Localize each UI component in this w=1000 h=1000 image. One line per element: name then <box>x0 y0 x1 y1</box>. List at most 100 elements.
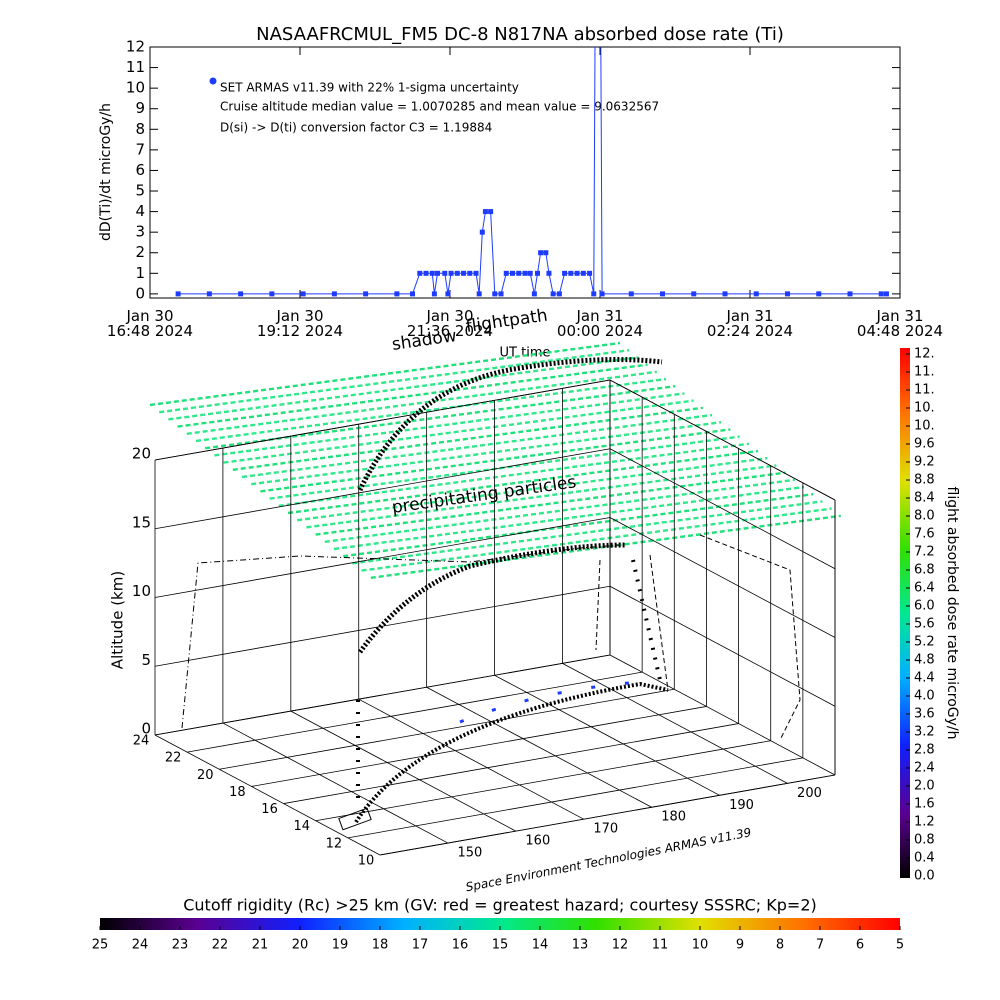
point <box>331 291 337 297</box>
top-track <box>357 357 663 492</box>
shadow-path <box>181 544 621 729</box>
plot-frame <box>149 46 901 299</box>
colorbar-tick-label: 19 <box>332 938 349 953</box>
mid-track <box>357 542 626 654</box>
grid-line <box>187 671 643 753</box>
point <box>467 270 473 276</box>
colorbar-tick-label: 12. <box>914 347 935 362</box>
y-tick-label: 20 <box>197 768 214 783</box>
colorbar-tick-label: 12 <box>612 938 629 953</box>
y-tick-label: 12 <box>326 836 343 851</box>
y-tick-label: 10 <box>126 79 145 97</box>
grid-3d <box>154 379 836 856</box>
x-tick-label: 200 <box>797 786 822 801</box>
point <box>431 291 437 297</box>
x-tick-label: 190 <box>729 798 754 813</box>
particle-row <box>177 363 648 428</box>
legend-label: SET ARMAS v11.39 with 22% 1-sigma uncert… <box>220 81 519 95</box>
z-axis-label: Altitude (km) <box>109 571 127 669</box>
grid-line <box>494 674 720 796</box>
colorbar-tick-label: 9.6 <box>914 437 935 452</box>
z-tick-label: 0 <box>141 720 151 738</box>
grid-line <box>426 686 652 808</box>
particle-row <box>278 442 749 507</box>
particle-row <box>306 464 777 529</box>
colorbar-tick-label: 6.8 <box>914 563 935 578</box>
particle-row <box>324 478 795 543</box>
particle-row <box>315 471 786 536</box>
point <box>538 250 544 256</box>
point <box>568 270 574 276</box>
colorbar-tick-label: 1.6 <box>914 797 935 812</box>
x-tick-label: 180 <box>661 810 686 825</box>
y-tick-label: 3 <box>135 223 145 241</box>
colorbar-tick-label: 14 <box>532 938 549 953</box>
grid-line <box>154 517 611 598</box>
x-axis-label: UT time <box>500 346 551 361</box>
particle-row <box>370 514 841 579</box>
z-tick-label: 15 <box>132 513 151 531</box>
annotation: D(si) -> D(ti) conversion factor C3 = 1.… <box>220 121 492 135</box>
colorbar-tick-label: 11. <box>914 365 935 380</box>
point <box>448 270 454 276</box>
colorbar-tick-label: 15 <box>492 938 509 953</box>
point <box>394 291 400 297</box>
shadow-path <box>595 534 801 741</box>
particle-row <box>287 449 759 515</box>
point <box>300 291 306 297</box>
grid-line <box>562 663 788 784</box>
point <box>587 270 593 276</box>
particle-row <box>205 385 676 450</box>
colorbar-tick-label: 5.6 <box>914 617 935 632</box>
particle-row <box>260 428 731 493</box>
point <box>442 270 448 276</box>
colorbar-tick-label: 23 <box>172 938 189 953</box>
point <box>510 270 515 276</box>
y-tick-label: 18 <box>229 785 246 800</box>
point <box>847 291 853 297</box>
colorbar-tick-label: 24 <box>132 938 149 953</box>
colorbar-tick-label: 11. <box>914 383 935 398</box>
point <box>269 291 275 297</box>
point <box>498 291 504 297</box>
point <box>785 291 790 297</box>
particle-row <box>343 493 814 558</box>
particle-row <box>149 341 621 407</box>
x-tick-label: Jan 30 16:48 2024 <box>106 307 194 340</box>
point <box>461 270 467 276</box>
colorbar-tick-label: 6.4 <box>914 581 935 596</box>
particle-sheets <box>149 341 841 579</box>
colorbar-tick-label: 21 <box>252 938 269 953</box>
y-tick-label: 6 <box>135 161 145 179</box>
colorbar-tick-label: 25 <box>92 938 109 953</box>
colorbar-label: Cutoff rigidity (Rc) >25 km (GV: red = g… <box>183 896 817 915</box>
point <box>628 291 634 297</box>
point <box>816 291 822 297</box>
colorbar-tick-label: 5.2 <box>914 635 935 650</box>
colorbar-tick-label: 13 <box>572 938 589 953</box>
colorbar-tick-label: 1.2 <box>914 815 935 830</box>
point <box>429 270 435 276</box>
y-tick-label: 9 <box>135 99 145 117</box>
y-tick-label: 10 <box>358 854 375 869</box>
grid-line <box>283 723 739 804</box>
colorbar-tick-label: 18 <box>372 938 389 953</box>
point <box>445 291 451 297</box>
point <box>543 250 549 256</box>
colorbar-tick-label: 6.0 <box>914 599 935 614</box>
grid-line <box>219 688 675 770</box>
point <box>473 270 479 276</box>
grid-line <box>347 757 803 839</box>
colorbar-tick-label: 4.0 <box>914 689 935 704</box>
particle-row <box>195 377 667 443</box>
colorbar-tick-label: 7.2 <box>914 545 935 560</box>
descent-track <box>631 559 662 681</box>
y-tick-label: 2 <box>135 243 145 261</box>
colorbar-tick-label: 6 <box>856 938 864 953</box>
particle-row <box>186 370 657 435</box>
point <box>535 270 540 276</box>
y-tick-label: 4 <box>135 202 145 220</box>
particle-row <box>297 457 768 522</box>
colorbar-tick-label: 16 <box>452 938 469 953</box>
particle-row <box>333 485 805 551</box>
